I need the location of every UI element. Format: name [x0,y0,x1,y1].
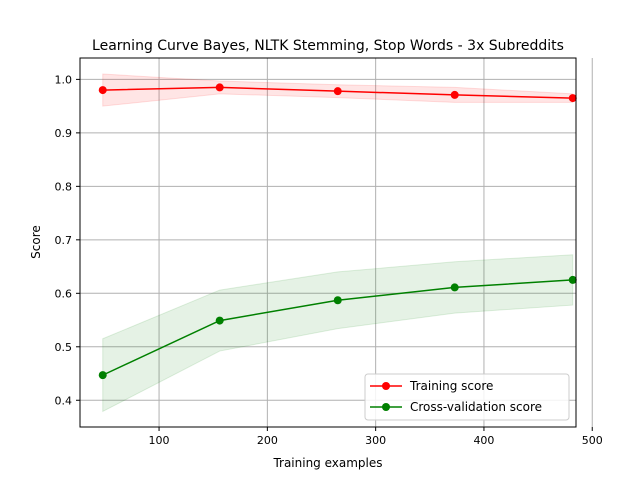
series-points [98,83,577,380]
data-point-cross-validation [450,283,459,292]
y-tick-label: 0.4 [55,394,73,407]
x-axis-label: Training examples [272,456,382,470]
data-point-cross-validation [215,316,224,325]
x-tick-label: 300 [365,434,386,447]
legend-box [364,373,570,421]
confidence-bands [102,73,574,413]
data-point-cross-validation [568,275,577,284]
data-point-training [98,86,107,95]
data-point-training [333,87,342,96]
y-tick-label: 0.6 [55,287,73,300]
legend-marker-point-training [382,382,390,390]
y-tick-label: 0.9 [55,127,73,140]
y-tick-label: 1.0 [55,73,73,86]
chart-title: Learning Curve Bayes, NLTK Stemming, Sto… [92,38,564,54]
y-axis-label: Score [29,225,43,259]
confidence-band-cross-validation [102,254,574,413]
legend-label-cross-validation: Cross-validation score [410,400,542,414]
x-tick-label: 500 [582,434,603,447]
y-tick-label: 0.8 [55,180,73,193]
axis-ticks: 100 200 300 400 500 0.4 0.5 0.6 0.7 0.8 0.9 1.0 [55,73,603,447]
legend: Training score Cross-validation score [364,373,570,421]
data-point-training [568,94,577,103]
y-tick-label: 0.5 [55,341,73,354]
plot-frame [79,57,577,428]
y-tick-label: 0.7 [55,234,73,247]
data-point-training [450,90,459,99]
x-tick-label: 100 [149,434,170,447]
legend-marker-point-cv [382,403,390,411]
x-tick-label: 400 [473,434,494,447]
data-point-cross-validation [98,371,107,380]
legend-label-training: Training score [409,379,493,393]
x-tick-label: 200 [257,434,278,447]
data-point-training [215,83,224,92]
data-point-cross-validation [333,296,342,305]
